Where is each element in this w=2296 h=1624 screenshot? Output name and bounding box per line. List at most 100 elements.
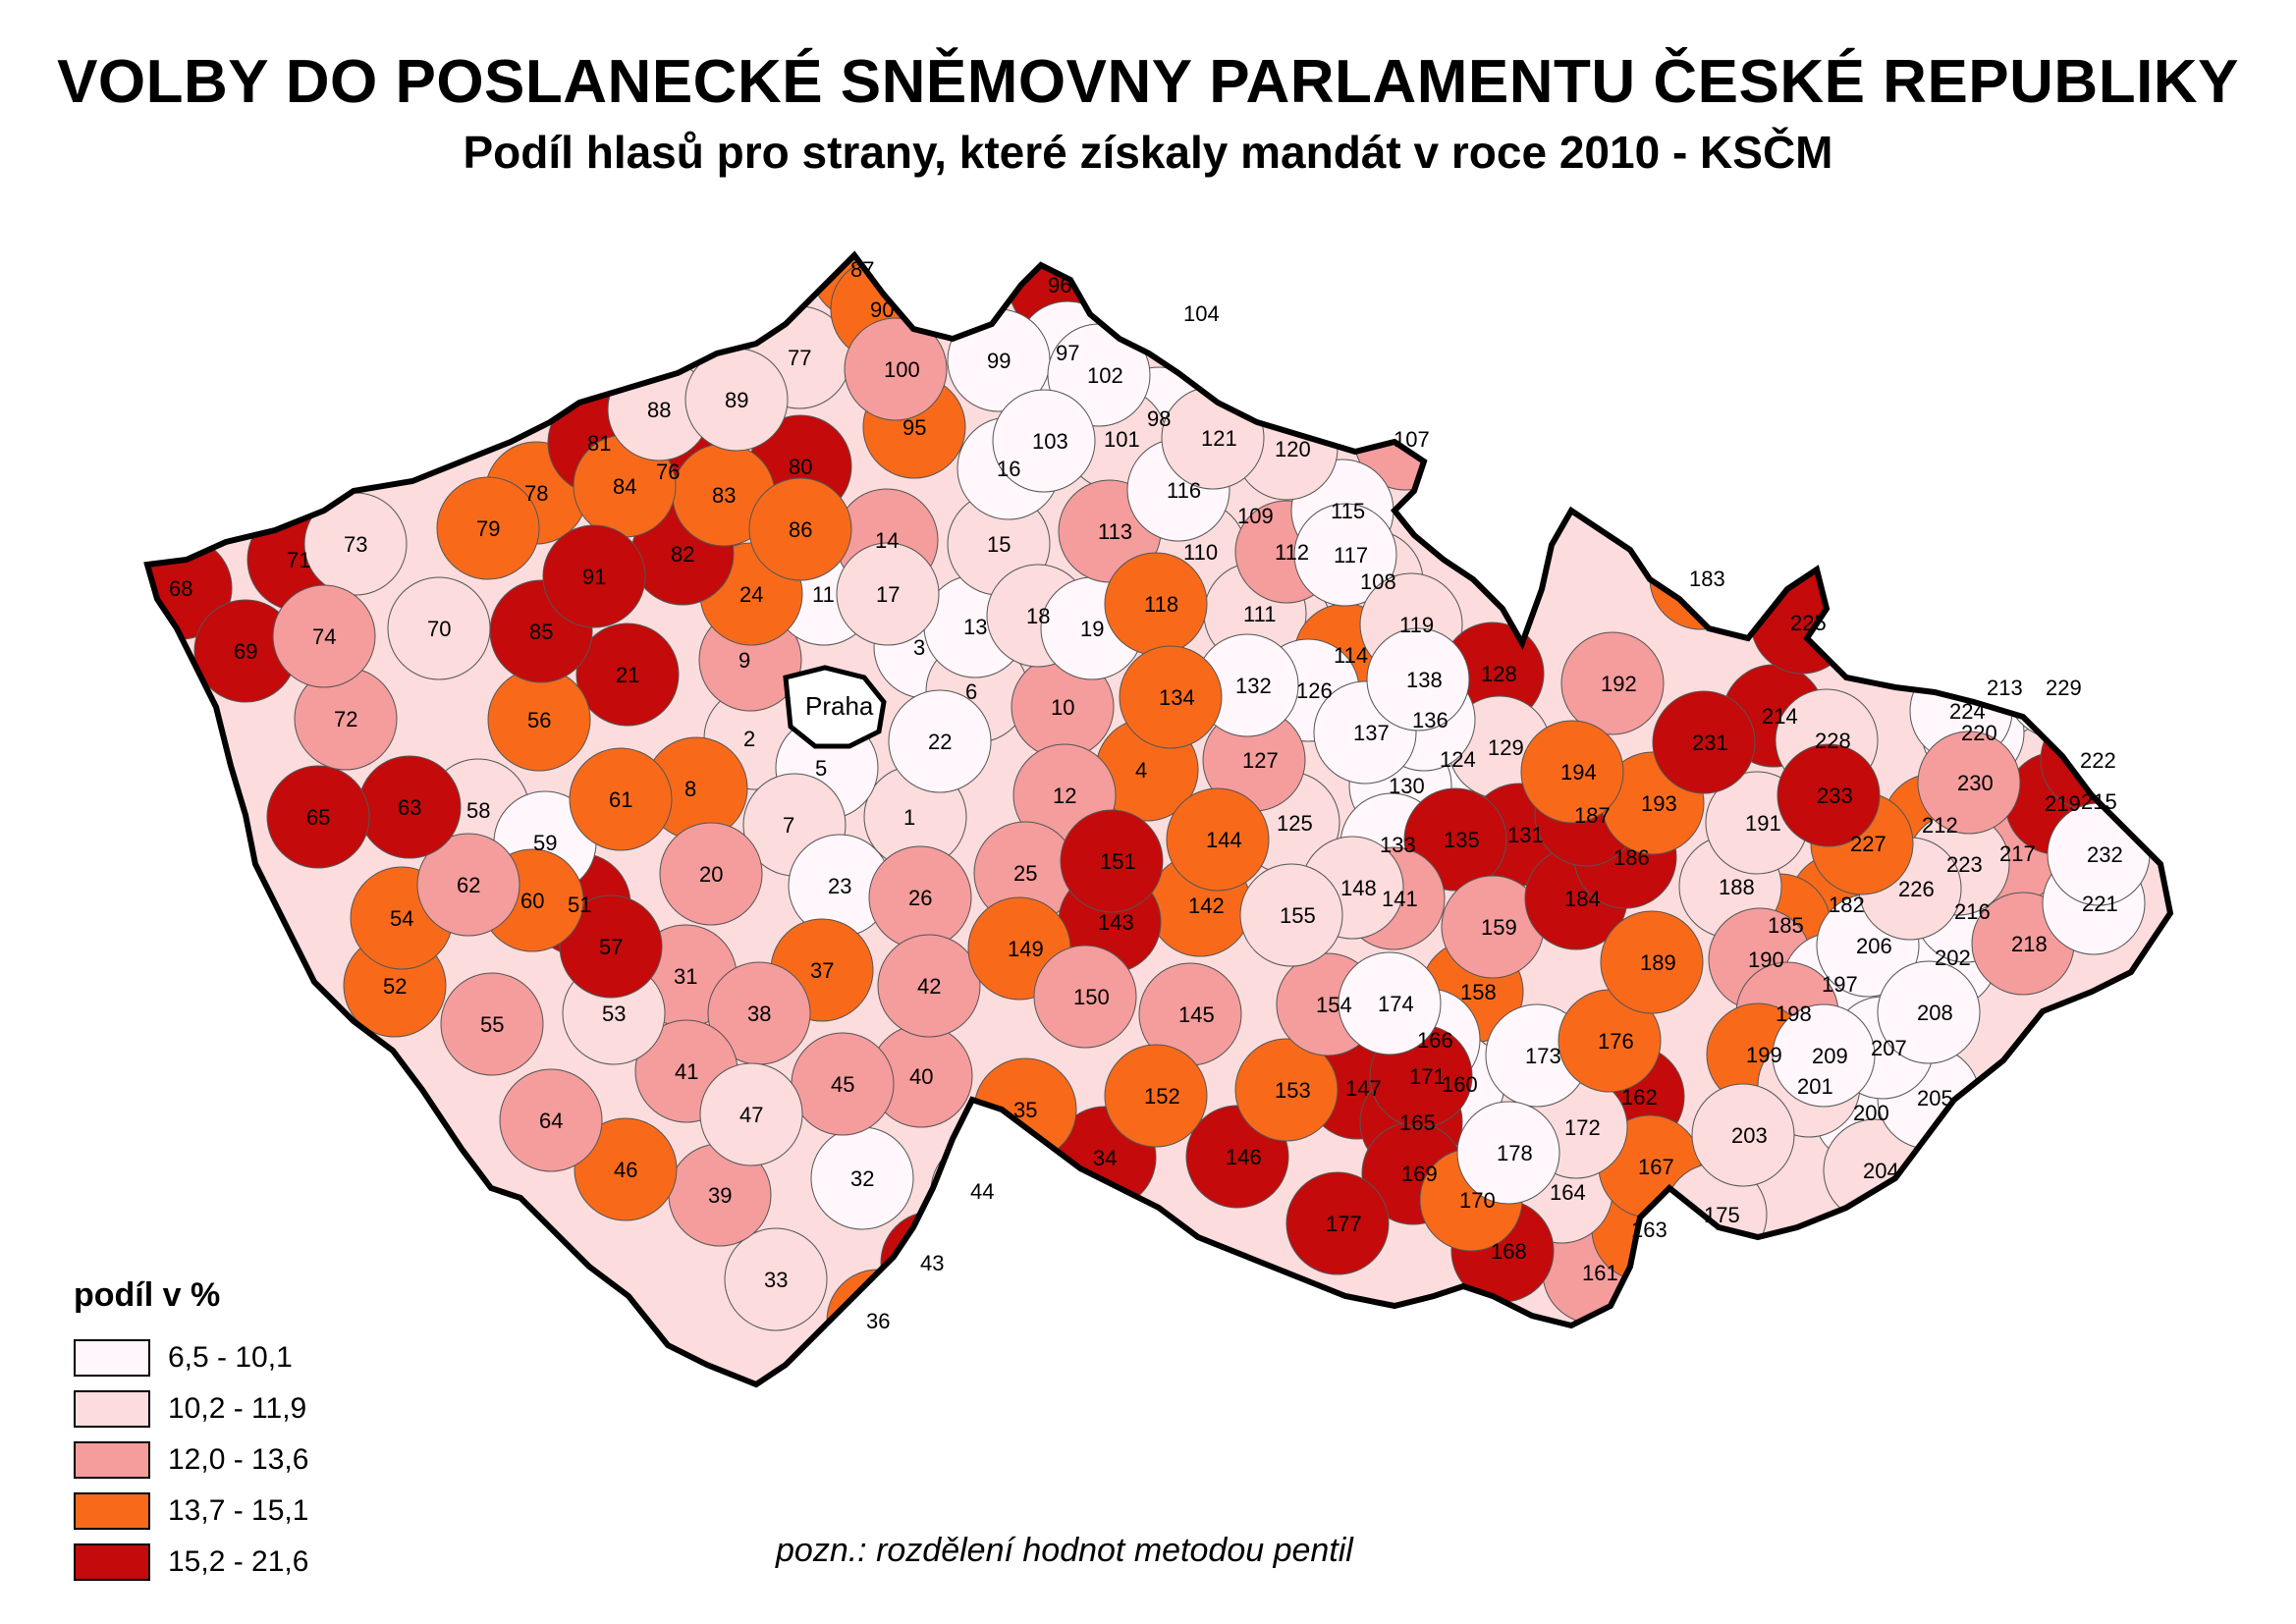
district-label-221: 221 [2082, 892, 2118, 916]
district-47 [699, 1062, 803, 1166]
district-label-191: 191 [1745, 811, 1781, 836]
district-label-220: 220 [1961, 721, 1997, 745]
district-label-132: 132 [1235, 674, 1272, 698]
district-label-170: 170 [1459, 1188, 1496, 1213]
legend: podíl v % 6,5 - 10,1 10,2 - 11,9 12,0 - … [74, 1276, 388, 1588]
district-label-207: 207 [1871, 1036, 1907, 1060]
legend-swatch [74, 1492, 150, 1530]
legend-swatch [74, 1390, 150, 1428]
district-label-47: 47 [739, 1103, 763, 1127]
district-209 [1772, 1003, 1876, 1108]
district-64 [499, 1068, 603, 1172]
district-label-151: 151 [1100, 849, 1136, 874]
district-155 [1239, 863, 1343, 967]
district-label-200: 200 [1853, 1101, 1889, 1125]
district-label-60: 60 [520, 889, 544, 913]
district-label-143: 143 [1098, 910, 1134, 935]
district-label-165: 165 [1399, 1110, 1436, 1135]
district-label-35: 35 [1013, 1098, 1037, 1122]
district-label-43: 43 [920, 1251, 944, 1275]
district-label-4: 4 [1135, 758, 1147, 783]
district-label-64: 64 [539, 1109, 563, 1133]
district-label-104: 104 [1183, 301, 1220, 326]
district-label-172: 172 [1564, 1115, 1601, 1140]
district-label-86: 86 [789, 517, 812, 542]
district-231 [1652, 690, 1756, 794]
district-label-216: 216 [1954, 899, 1991, 924]
district-label-68: 68 [169, 576, 192, 601]
district-189 [1600, 910, 1704, 1014]
legend-item: 13,7 - 15,1 [74, 1486, 388, 1537]
district-label-117: 117 [1334, 543, 1368, 568]
district-label-171: 171 [1409, 1064, 1446, 1089]
district-label-160: 160 [1442, 1072, 1478, 1097]
district-label-116: 116 [1167, 478, 1201, 503]
district-label-70: 70 [427, 617, 451, 641]
district-label-125: 125 [1277, 811, 1313, 836]
district-151 [1060, 809, 1164, 913]
district-label-187: 187 [1574, 803, 1611, 828]
district-label-177: 177 [1326, 1212, 1362, 1236]
district-label-150: 150 [1073, 985, 1110, 1009]
district-label-218: 218 [2011, 932, 2048, 956]
district-230 [1917, 731, 2021, 835]
district-label-95: 95 [902, 415, 926, 440]
district-label-6: 6 [965, 679, 977, 704]
district-label-112: 112 [1275, 540, 1309, 565]
district-label-223: 223 [1946, 852, 1983, 877]
district-150 [1033, 945, 1137, 1049]
district-label-53: 53 [602, 1001, 626, 1026]
district-label-145: 145 [1178, 1002, 1215, 1027]
district-label-147: 147 [1345, 1076, 1382, 1101]
district-label-16: 16 [997, 457, 1020, 481]
district-22 [888, 689, 992, 793]
legend-label: 6,5 - 10,1 [168, 1341, 293, 1374]
district-label-144: 144 [1206, 828, 1242, 852]
district-label-57: 57 [599, 935, 623, 959]
district-label-1: 1 [903, 805, 915, 830]
district-label-85: 85 [529, 620, 553, 644]
district-label-79: 79 [476, 516, 500, 541]
district-label-174: 174 [1378, 992, 1414, 1016]
district-label-231: 231 [1692, 731, 1728, 755]
legend-label: 12,0 - 13,6 [168, 1443, 309, 1476]
district-label-38: 38 [747, 1001, 771, 1026]
district-label-96: 96 [1048, 273, 1071, 298]
district-label-83: 83 [712, 483, 736, 508]
district-label-107: 107 [1394, 427, 1430, 452]
district-label-97: 97 [1056, 341, 1079, 365]
district-203 [1691, 1083, 1795, 1187]
district-152 [1104, 1044, 1208, 1148]
district-label-55: 55 [480, 1012, 504, 1037]
district-192 [1560, 631, 1665, 735]
district-label-215: 215 [2081, 789, 2117, 814]
district-label-72: 72 [334, 707, 357, 731]
district-label-163: 163 [1631, 1218, 1667, 1242]
method-note: pozn.: rozdělení hodnot metodou pentil [776, 1532, 1353, 1569]
district-label-130: 130 [1389, 774, 1425, 798]
district-label-182: 182 [1829, 893, 1865, 917]
district-label-152: 152 [1144, 1084, 1180, 1109]
district-label-74: 74 [312, 624, 336, 649]
district-label-111: 111 [1243, 602, 1276, 626]
district-label-54: 54 [390, 906, 413, 931]
district-label-45: 45 [831, 1072, 854, 1097]
district-91 [542, 524, 646, 628]
district-46 [574, 1117, 678, 1221]
district-label-121: 121 [1201, 426, 1237, 451]
district-label-63: 63 [398, 795, 421, 820]
district-label-103: 103 [1032, 429, 1068, 454]
district-208 [1877, 960, 1981, 1064]
district-label-167: 167 [1638, 1155, 1674, 1179]
district-21 [575, 623, 680, 727]
district-label-166: 166 [1417, 1028, 1453, 1053]
district-label-178: 178 [1497, 1141, 1533, 1165]
district-label-127: 127 [1242, 748, 1279, 773]
district-label-88: 88 [647, 398, 671, 422]
district-label-100: 100 [884, 357, 920, 382]
district-label-56: 56 [527, 708, 551, 732]
district-label-62: 62 [457, 873, 480, 897]
district-label-185: 185 [1768, 913, 1804, 938]
district-79 [436, 476, 540, 580]
